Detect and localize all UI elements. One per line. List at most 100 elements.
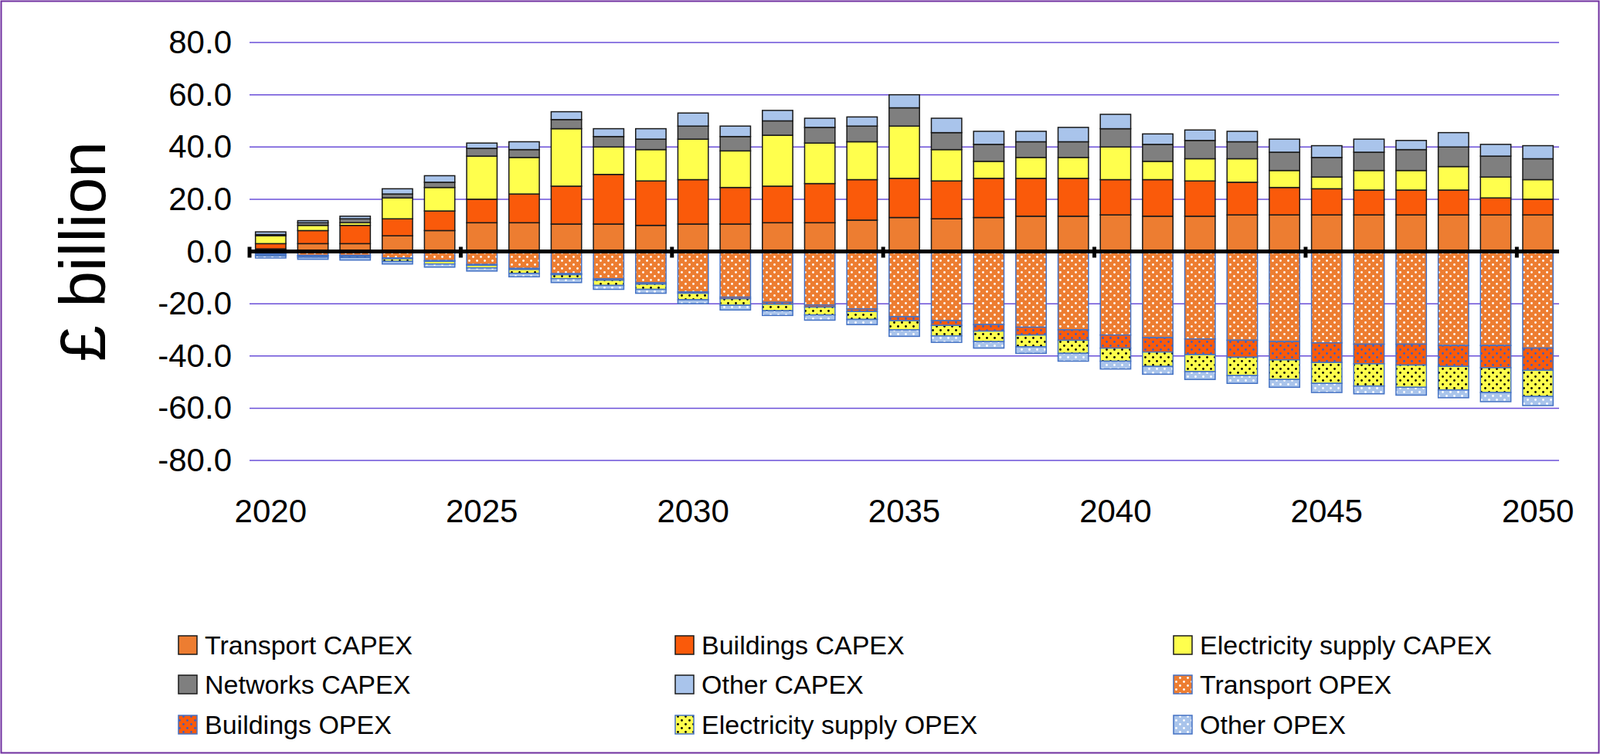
bar-segment <box>762 110 793 122</box>
bar-segment <box>1480 156 1511 177</box>
bar-segment <box>1522 348 1553 371</box>
bar-segment <box>1100 348 1131 362</box>
bar-segment <box>1185 339 1216 355</box>
bar-segment <box>889 329 920 337</box>
bar-segment <box>804 251 835 306</box>
bar-segment <box>1185 251 1216 340</box>
bar-segment <box>255 255 286 259</box>
x-tick-label: 2045 <box>1290 492 1363 530</box>
bar-segment <box>1396 140 1427 150</box>
bar-segment <box>1353 139 1384 153</box>
bar-segment <box>1269 170 1300 188</box>
bar-segment <box>973 217 1004 252</box>
legend-label: Other OPEX <box>1199 709 1346 740</box>
bar-segment <box>1100 146 1131 180</box>
bar-segment <box>1353 214 1384 252</box>
bar-segment <box>930 180 962 219</box>
bar-segment <box>550 278 581 283</box>
bar-segment <box>1269 251 1300 343</box>
bar-segment <box>1100 214 1131 252</box>
bar-segment <box>1142 216 1173 252</box>
x-tick-label: 2025 <box>445 492 518 530</box>
bar-segment <box>1185 216 1216 252</box>
bar-segment <box>635 225 666 252</box>
bar-segment <box>677 112 708 126</box>
bar-segment <box>1311 362 1342 384</box>
bar-segment <box>1353 363 1384 387</box>
bar-segment <box>930 336 962 343</box>
bar-segment <box>889 320 920 330</box>
legend-swatch <box>675 675 694 694</box>
bar-segment <box>889 178 920 218</box>
bar-segment <box>1353 152 1384 171</box>
bar-segment <box>846 311 877 320</box>
bar-segment <box>1269 379 1300 388</box>
bar-segment <box>509 157 540 194</box>
bar-segment <box>1480 214 1511 252</box>
bar-segment <box>466 142 497 149</box>
y-tick-label: 40.0 <box>168 128 232 165</box>
bar-segment <box>889 251 920 318</box>
bar-segment <box>1015 131 1047 143</box>
bar-segment <box>677 251 708 293</box>
bar-segment <box>1058 127 1089 143</box>
bar-segment <box>1142 337 1173 353</box>
bar-segment <box>1480 176 1511 198</box>
bar-segment <box>550 251 581 275</box>
bar-segment <box>1522 214 1553 252</box>
bar-segment <box>635 284 666 290</box>
bar-segment <box>550 112 581 120</box>
x-tick-label: 2035 <box>868 492 941 530</box>
bar-segment <box>593 136 624 148</box>
y-tick-label: -60.0 <box>157 389 232 426</box>
bar-segment <box>1058 216 1089 252</box>
bar-segment <box>1522 370 1553 397</box>
bar-segment <box>804 118 835 128</box>
bar-segment <box>339 225 371 245</box>
bar-segment <box>1353 344 1384 364</box>
bar-segment <box>1269 152 1300 171</box>
bar-segment <box>762 120 793 136</box>
bar-segment <box>930 118 962 133</box>
bar-segment <box>1226 251 1257 341</box>
bar-segment <box>1058 329 1089 341</box>
y-tick-label: -20.0 <box>157 285 232 322</box>
bar-segment <box>1311 146 1342 158</box>
bar-segment <box>1142 251 1173 339</box>
bar-segment <box>1269 341 1300 361</box>
bar-segment <box>762 186 793 223</box>
bar-segment <box>973 178 1004 218</box>
x-tick <box>1092 247 1097 259</box>
bar-segment <box>466 268 497 272</box>
bar-segment <box>889 217 920 252</box>
bar-segment <box>550 119 581 130</box>
y-tick-label: 0.0 <box>186 233 232 270</box>
bar-segment <box>466 199 497 223</box>
bar-segment <box>1522 180 1553 200</box>
chart: -80.0-60.0-40.0-20.00.020.040.060.080.02… <box>0 0 1600 754</box>
bar-segment <box>1438 390 1469 398</box>
legend-swatch <box>1173 715 1193 734</box>
bar-segment <box>1269 139 1300 153</box>
bar-segment <box>255 231 286 235</box>
bar-segment <box>846 180 877 221</box>
bar-segment <box>1438 366 1469 390</box>
bar-segment <box>466 251 497 265</box>
bar-segment <box>382 261 413 264</box>
legend-label: Buildings CAPEX <box>701 630 905 660</box>
bar-segment <box>424 210 455 231</box>
bar-segment <box>1353 190 1384 215</box>
bar-segment <box>1522 158 1553 180</box>
bar-segment <box>1522 396 1553 406</box>
bar-segment <box>973 144 1004 162</box>
bar-segment <box>1438 166 1469 191</box>
bar-segment <box>1396 214 1427 252</box>
bar-segment <box>1100 335 1131 349</box>
bar-segment <box>424 175 455 182</box>
bar-segment <box>382 193 413 198</box>
bar-segment <box>382 188 413 194</box>
bar-segment <box>846 251 877 310</box>
bar-segment <box>297 225 328 231</box>
bar-segment <box>1269 214 1300 252</box>
bar-segment <box>1100 361 1131 370</box>
